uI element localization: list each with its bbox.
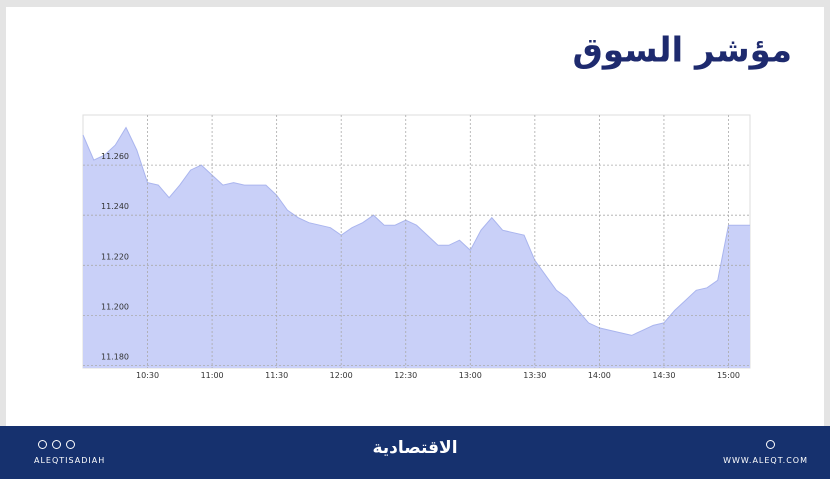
- facebook-icon: [52, 440, 61, 449]
- chart-title: مؤشر السوق: [572, 31, 792, 71]
- x-tick-label: 14:30: [652, 371, 675, 380]
- x-tick-label: 11:00: [201, 371, 224, 380]
- plot: 11.180 11.200 11.220 11.240 11.260 10:30 11:00…: [82, 114, 751, 380]
- x-tick-label: 12:30: [394, 371, 417, 380]
- y-tick-label: 11.180: [101, 352, 129, 361]
- web-icon: [766, 440, 775, 449]
- footer: ALEQTISADIAH الاقتصادية WWW.ALEQT.COM: [0, 426, 830, 479]
- website: WWW.ALEQT.COM: [723, 456, 808, 465]
- x-tick-label: 15:00: [717, 371, 740, 380]
- area-line: [82, 126, 750, 336]
- x-tick-label: 13:30: [523, 371, 546, 380]
- x-tick-label: 12:00: [330, 371, 353, 380]
- x-tick-label: 13:00: [459, 371, 482, 380]
- chart: مؤشر السوق 11.180 11.200 11.220 11.240 11.26…: [82, 31, 792, 380]
- area-fill: [83, 127, 750, 368]
- y-tick-label: 11.220: [101, 252, 129, 261]
- handle: ALEQTISADIAH: [34, 456, 106, 465]
- y-tick-label: 11.260: [101, 152, 129, 161]
- y-tick-label: 11.240: [101, 202, 129, 211]
- twitter-icon: [66, 440, 75, 449]
- x-tick-label: 14:00: [588, 371, 611, 380]
- y-tick-label: 11.200: [101, 302, 129, 311]
- brand-logo: الاقتصادية: [372, 438, 458, 458]
- x-tick-label: 11:30: [265, 371, 288, 380]
- x-tick-label: 10:30: [136, 371, 159, 380]
- instagram-icon: [38, 440, 47, 449]
